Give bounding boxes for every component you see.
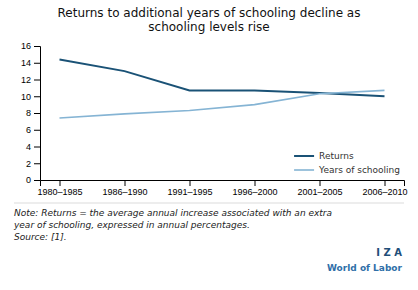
- x-tick: 1991–1995: [167, 180, 212, 197]
- x-tick-mark: [60, 180, 61, 186]
- y-tick-label: 12: [21, 75, 31, 85]
- y-tick: 0: [26, 175, 40, 185]
- y-tick: 2: [26, 159, 40, 169]
- x-tick-label: 2001–2005: [297, 187, 342, 197]
- y-tick: 14: [21, 58, 40, 68]
- annotation: World of Labor: [327, 263, 403, 273]
- y-tick-label: 16: [21, 41, 31, 51]
- annotation: I Z A: [376, 247, 402, 258]
- x-tick-label: 1991–1995: [167, 187, 212, 197]
- legend-label: Years of schooling: [318, 165, 400, 175]
- x-tick-mark: [320, 180, 321, 186]
- legend-label: Returns: [319, 151, 354, 161]
- annotation: year of schooling, expressed in annual p…: [13, 220, 250, 230]
- y-tick: 16: [21, 41, 40, 51]
- x-tick: 1980–1985: [37, 180, 82, 197]
- y-tick-mark: [34, 46, 40, 47]
- annotation: Source: [1].: [14, 232, 67, 242]
- y-tick-label: 2: [26, 159, 31, 169]
- x-tick-label: 2006–2010: [362, 187, 407, 197]
- x-axis: 1980–1985 1986–1990 1991–1995 1996–2000 2001…: [37, 180, 407, 197]
- y-tick-mark: [34, 113, 40, 114]
- x-tick-mark: [255, 180, 256, 186]
- annotation: Note: Returns = the average annual incre…: [14, 208, 332, 218]
- y-tick-mark: [34, 163, 40, 164]
- x-tick-label: 1996–2000: [232, 187, 277, 197]
- y-tick: 8: [26, 108, 40, 118]
- series-line: [60, 90, 385, 118]
- y-tick-mark: [34, 96, 40, 97]
- y-tick: 6: [26, 125, 40, 135]
- chart-svg: Returns to additional years of schooling…: [0, 0, 418, 290]
- y-tick-mark: [34, 130, 40, 131]
- title-line: schooling levels rise: [148, 20, 269, 34]
- y-tick-mark: [34, 80, 40, 81]
- y-tick-label: 0: [26, 175, 31, 185]
- x-tick: 1986–1990: [102, 180, 147, 197]
- separator: [14, 203, 404, 204]
- y-tick: 4: [26, 142, 40, 152]
- x-axis-line: [41, 181, 405, 187]
- legend: Returns Years of schooling: [294, 151, 400, 175]
- chart-container: Returns to additional years of schooling…: [0, 0, 418, 290]
- title-line: Returns to additional years of schooling…: [58, 6, 361, 20]
- y-tick-mark: [34, 147, 40, 148]
- legend-swatch: [294, 155, 314, 157]
- y-tick-mark: [34, 180, 40, 181]
- x-tick-mark: [125, 180, 126, 186]
- x-tick-mark: [190, 180, 191, 186]
- y-tick-label: 8: [26, 108, 31, 118]
- y-tick-mark: [34, 63, 40, 64]
- x-tick: 2001–2005: [297, 180, 342, 197]
- title: Returns to additional years of schooling…: [58, 6, 361, 34]
- y-tick-label: 4: [26, 142, 31, 152]
- y-tick-label: 10: [21, 92, 31, 102]
- plot-area: [60, 59, 385, 118]
- x-tick-label: 1986–1990: [102, 187, 147, 197]
- x-tick-label: 1980–1985: [37, 187, 82, 197]
- y-axis: 0 2 4 6 8 10 12 14 16: [21, 41, 41, 185]
- y-axis-line: [34, 47, 41, 181]
- y-tick: 10: [21, 92, 40, 102]
- x-tick-mark: [385, 180, 386, 186]
- x-tick: 2006–2010: [362, 180, 407, 197]
- y-tick-label: 14: [21, 58, 31, 68]
- x-tick: 1996–2000: [232, 180, 277, 197]
- y-tick-label: 6: [26, 125, 31, 135]
- series-line: [60, 59, 385, 96]
- legend-swatch: [294, 169, 314, 171]
- y-tick: 12: [21, 75, 40, 85]
